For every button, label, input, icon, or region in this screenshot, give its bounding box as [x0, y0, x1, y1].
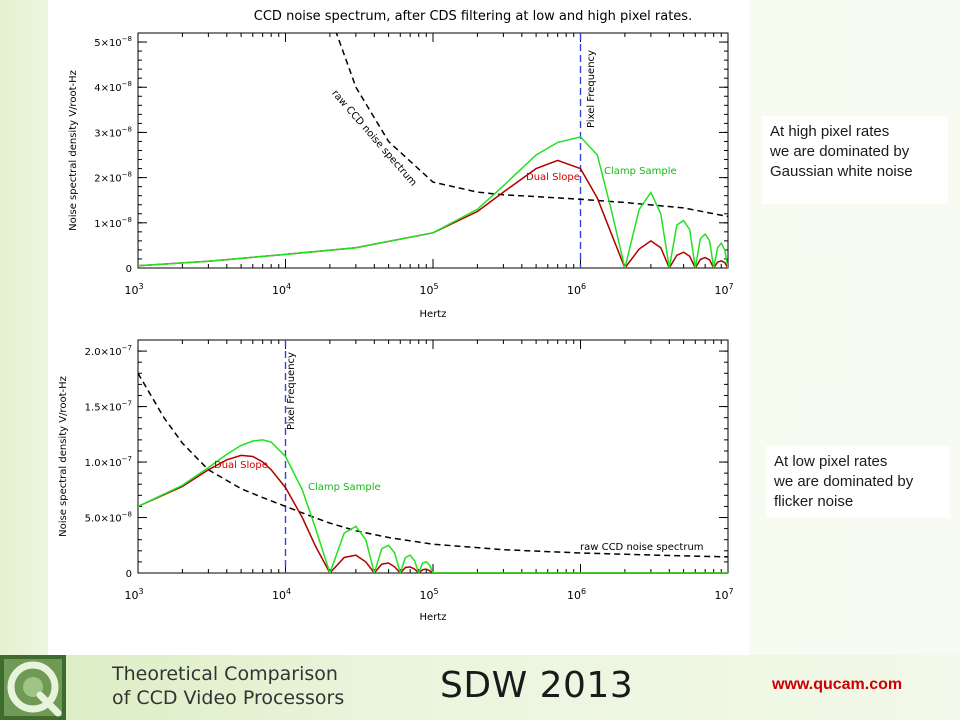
y-tick-label: 2×10−8 [94, 171, 132, 185]
y-tick-label: 0 [126, 569, 132, 580]
note-high-line-1: At high pixel rates [770, 123, 890, 140]
y-tick-label: 1.0×10−7 [85, 455, 132, 469]
x-tick-label: 103 [124, 282, 143, 297]
y-axis-label: Noise spectral density V/root-Hz [68, 70, 79, 231]
x-tick-label: 105 [419, 587, 438, 602]
x-tick-label: 107 [714, 282, 733, 297]
y-tick-label: 4×10−8 [94, 80, 132, 94]
footer-title-line-2: of CCD Video Processors [112, 687, 345, 709]
pixel-frequency-label: Pixel Frequency [586, 50, 597, 128]
chart-title: CCD noise spectrum, after CDS filtering … [254, 9, 692, 24]
raw-ccd-noise-label: raw CCD noise spectrum [580, 542, 704, 553]
note-high-line-2: we are dominated by [770, 143, 910, 160]
x-tick-label: 107 [714, 587, 733, 602]
clamp-sample-line [138, 439, 728, 573]
raw-ccd-noise-line [138, 372, 728, 558]
pixel-frequency-label: Pixel Frequency [286, 352, 297, 430]
x-tick-label: 104 [272, 282, 291, 297]
note-low-line-2: we are dominated by [774, 473, 914, 490]
note-high-pixel-rates: At high pixel rates we are dominated by … [762, 116, 948, 204]
dual-slope-line [138, 159, 728, 268]
footer-title: Theoretical Comparison of CCD Video Proc… [112, 662, 344, 710]
plot-panel [48, 0, 750, 655]
y-tick-label: 2.0×10−7 [85, 344, 132, 358]
note-high-line-3: Gaussian white noise [770, 163, 913, 180]
y-tick-label: 3×10−8 [94, 125, 132, 139]
dual-slope-label: Dual Slope [214, 460, 268, 471]
x-axis-label: Hertz [420, 309, 447, 320]
x-tick-label: 106 [567, 587, 586, 602]
clamp-sample-label: Clamp Sample [604, 166, 677, 177]
x-tick-label: 105 [419, 282, 438, 297]
y-tick-label: 1×10−8 [94, 216, 132, 230]
dual-slope-line [138, 454, 728, 573]
clamp-sample-label: Clamp Sample [308, 482, 381, 493]
footer-title-line-1: Theoretical Comparison [112, 663, 338, 685]
y-tick-label: 5.0×10−8 [85, 511, 132, 525]
note-low-pixel-rates: At low pixel rates we are dominated by f… [766, 446, 950, 518]
qucam-logo-icon [0, 655, 66, 720]
x-tick-label: 103 [124, 587, 143, 602]
x-tick-label: 104 [272, 587, 291, 602]
note-low-line-1: At low pixel rates [774, 453, 888, 470]
y-tick-label: 0 [126, 264, 132, 275]
dual-slope-label: Dual Slope [526, 172, 580, 183]
clamp-sample-line [138, 136, 728, 268]
y-tick-label: 5×10−8 [94, 35, 132, 49]
x-tick-label: 106 [567, 282, 586, 297]
footer-bar [0, 655, 960, 720]
plots-area: CCD noise spectrum, after CDS filtering … [48, 0, 750, 655]
note-low-line-3: flicker noise [774, 493, 854, 510]
x-axis-label: Hertz [420, 612, 447, 623]
chart-low-pixel-rate: 103 104 105 106 107 0 5.0×10−8 1.0×10−7 1.5×10−7… [58, 339, 734, 623]
footer-event-name: SDW 2013 [440, 665, 634, 706]
y-axis-label: Noise spectral density V/root-Hz [58, 376, 69, 537]
footer-website-link[interactable]: www.qucam.com [772, 676, 903, 693]
y-tick-label: 1.5×10−7 [85, 400, 132, 414]
